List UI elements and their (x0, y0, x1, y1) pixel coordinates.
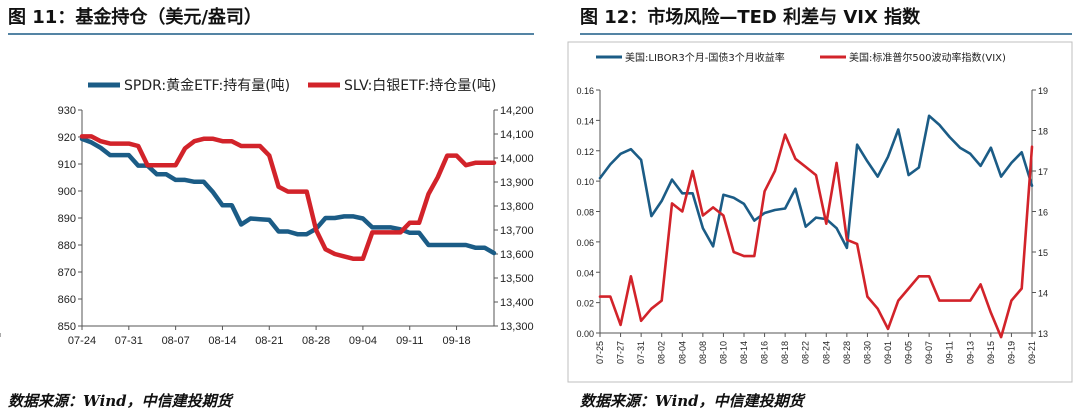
x-tick-label: 07-31 (115, 335, 143, 347)
right-y-tick-label: 13,800 (500, 201, 534, 213)
right-y-tick-label: 18 (1038, 127, 1048, 137)
x-tick-label: 07-31 (636, 341, 646, 364)
left-y-tick-label: 900 (58, 186, 76, 198)
x-tick-label: 09-07 (924, 341, 934, 364)
risk-legend: 美国:LIBOR3个月-国债3个月收益率 美国:标准普尔500波动率指数(VIX… (596, 51, 1006, 64)
x-tick-label: 09-15 (986, 341, 996, 364)
right-y-tick-label: 14,000 (500, 153, 534, 165)
x-tick-label: 09-13 (965, 341, 975, 364)
right-y-tick-label: 13,600 (500, 249, 534, 261)
left-y-tick-label: 880 (58, 240, 76, 252)
x-tick-label: 08-18 (780, 341, 790, 364)
left-y-tick-label: 930 (58, 105, 76, 117)
legend-label-spdr: SPDR:黄金ETF:持有量(吨) (124, 77, 290, 94)
series-line-0-1 (79, 134, 497, 262)
left-y-tick-label: 0.10 (576, 177, 594, 187)
risk-chart-frame (567, 41, 1073, 383)
right-y-tick-label: 19 (1038, 86, 1048, 96)
left-y-tick-label: 0.02 (576, 299, 594, 309)
series-line-1-1 (598, 133, 1034, 339)
left-y-tick-label: 0.08 (576, 208, 594, 218)
legend-label-slv: SLV:白银ETF:持仓量(吨) (344, 78, 496, 94)
risk-chart: 美国:LIBOR3个月-国债3个月收益率 美国:标准普尔500波动率指数(VIX… (0, 41, 1073, 383)
left-y-tick-label: 870 (58, 267, 76, 279)
right-y-tick-label: 13,500 (500, 273, 534, 285)
x-tick-label: 09-04 (349, 335, 377, 347)
x-tick-label: 09-11 (945, 341, 955, 363)
right-y-tick-label: 17 (1038, 167, 1048, 177)
right-y-tick-label: 13 (1038, 329, 1048, 339)
left-y-tick-label: 0.06 (576, 238, 594, 248)
right-y-tick-label: 14,200 (500, 105, 534, 117)
right-y-tick-label: 13,300 (500, 321, 534, 333)
x-tick-label: 08-22 (801, 341, 811, 364)
x-tick-label: 07-25 (595, 341, 605, 364)
left-y-tick-label: 0.04 (576, 268, 594, 278)
right-y-tick-label: 14,100 (500, 129, 534, 141)
x-tick-label: 08-28 (842, 341, 852, 364)
right-y-tick-label: 16 (1038, 208, 1048, 218)
right-y-tick-label: 15 (1038, 248, 1048, 258)
x-tick-label: 08-02 (657, 341, 667, 364)
right-y-tick-label: 14 (1038, 289, 1048, 299)
right-figure-title: 图 12：市场风险—TED 利差与 VIX 指数 (580, 6, 921, 28)
x-tick-label: 08-24 (821, 341, 831, 364)
right-y-tick-label: 13,400 (500, 297, 534, 309)
left-y-tick-label: 0.00 (576, 329, 594, 339)
x-tick-label: 08-21 (255, 335, 283, 347)
x-tick-label: 09-19 (1006, 341, 1016, 364)
left-y-tick-label: 920 (58, 132, 76, 144)
right-y-tick-label: 13,900 (500, 177, 534, 189)
x-tick-label: 07-24 (68, 335, 96, 347)
x-tick-label: 09-11 (396, 335, 423, 347)
x-tick-label: 08-14 (739, 341, 749, 364)
series-line-0-0 (79, 136, 497, 256)
holdings-legend: SPDR:黄金ETF:持有量(吨) SLV:白银ETF:持仓量(吨) (88, 77, 496, 94)
x-tick-label: 08-08 (698, 341, 708, 364)
x-tick-label: 08-14 (208, 335, 236, 347)
x-tick-label: 08-30 (862, 341, 872, 364)
x-tick-label: 08-28 (302, 335, 330, 347)
right-y-tick-label: 13,700 (500, 225, 534, 237)
right-source-note: 数据来源：Wind，中信建投期货 (580, 392, 807, 410)
left-figure-title: 图 11：基金持仓（美元/盎司） (8, 6, 262, 28)
x-tick-label: 08-04 (677, 341, 687, 364)
legend-label-vix: 美国:标准普尔500波动率指数(VIX) (849, 51, 1006, 64)
series-line-1-0 (598, 114, 1034, 250)
left-y-tick-label: 910 (58, 159, 76, 171)
x-tick-label: 08-07 (162, 335, 190, 347)
legend-label-ted: 美国:LIBOR3个月-国债3个月收益率 (625, 51, 785, 64)
left-y-tick-label: 0.12 (576, 147, 594, 157)
left-y-tick-label: 850 (58, 321, 76, 333)
left-y-tick-label: 0.16 (576, 86, 594, 96)
x-tick-label: 09-21 (1027, 341, 1037, 364)
left-y-tick-label: 0.14 (576, 116, 594, 126)
x-tick-label: 08-16 (760, 341, 770, 364)
x-tick-label: 09-01 (883, 341, 893, 364)
left-y-tick-label: 890 (58, 213, 76, 225)
x-tick-label: 07-27 (616, 341, 626, 364)
left-source-note: 数据来源：Wind，中信建投期货 (8, 392, 235, 410)
left-y-tick-label: 860 (58, 294, 76, 306)
x-tick-label: 09-05 (904, 341, 914, 364)
x-tick-label: 09-18 (442, 335, 470, 347)
holdings-chart: SPDR:黄金ETF:持有量(吨) SLV:白银ETF:持仓量(吨) 850 86… (58, 77, 534, 347)
x-tick-label: 08-10 (718, 341, 728, 364)
